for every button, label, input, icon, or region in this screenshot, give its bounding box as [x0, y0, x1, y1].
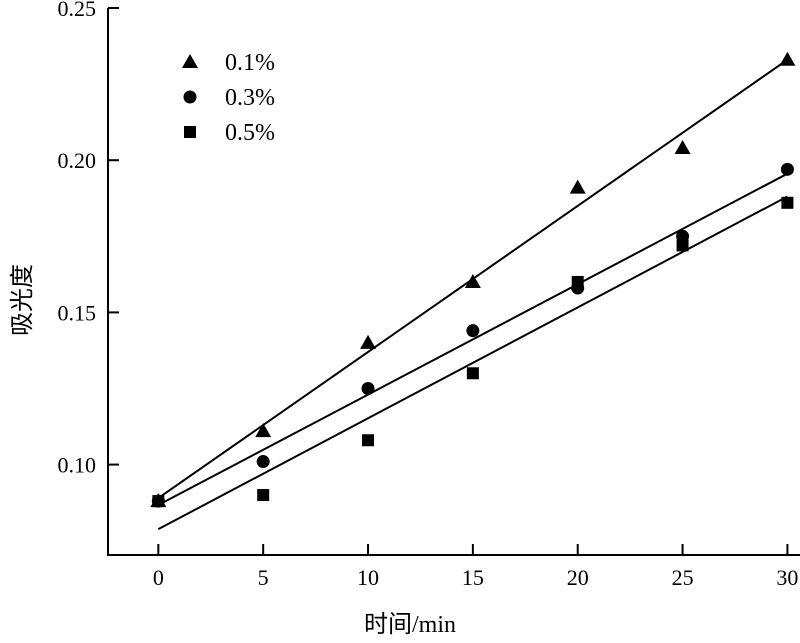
- x-tick-label: 5: [258, 565, 269, 590]
- legend-circle-icon: [183, 90, 197, 104]
- x-ticks: 0 5 10 15 20 25 30: [153, 544, 798, 590]
- square-point: [152, 495, 165, 508]
- x-tick-label: 25: [672, 565, 694, 590]
- data-points: [150, 51, 796, 508]
- square-point: [781, 196, 794, 209]
- circle-point: [780, 162, 794, 176]
- legend-triangle-icon: [182, 54, 198, 68]
- y-ticks: 0.10 0.15 0.20 0.25: [58, 0, 119, 478]
- circle-point: [466, 324, 480, 338]
- triangle-point: [569, 179, 586, 194]
- legend-label: 0.3%: [225, 85, 275, 111]
- legend: 0.1% 0.3% 0.5%: [182, 50, 275, 146]
- square-point: [571, 275, 584, 288]
- y-tick-label: 0.15: [58, 300, 97, 325]
- axes: [107, 8, 800, 556]
- square-point: [362, 434, 375, 447]
- y-axis-label: 吸光度: [9, 264, 36, 336]
- triangle-point: [779, 51, 796, 66]
- triangle-point: [674, 140, 691, 155]
- x-tick-label: 10: [357, 565, 379, 590]
- fit-line-square: [157, 195, 788, 531]
- square-point: [257, 489, 270, 502]
- triangle-point: [464, 273, 481, 288]
- fit-line-circle: [157, 172, 788, 506]
- square-point: [466, 367, 479, 380]
- x-tick-label: 15: [462, 565, 484, 590]
- circle-point: [361, 381, 375, 395]
- legend-label: 0.5%: [225, 120, 275, 146]
- x-axis-label: 时间/min: [364, 611, 456, 638]
- legend-label: 0.1%: [225, 50, 275, 76]
- x-tick-label: 30: [776, 565, 798, 590]
- triangle-point: [360, 334, 377, 349]
- y-tick-label: 0.20: [58, 148, 97, 173]
- x-tick-label: 0: [153, 565, 164, 590]
- circle-point: [256, 455, 270, 469]
- legend-square-icon: [184, 126, 196, 138]
- y-tick-label: 0.25: [58, 0, 97, 21]
- triangle-point: [255, 423, 272, 438]
- y-tick-label: 0.10: [58, 453, 97, 478]
- square-point: [676, 239, 689, 252]
- x-tick-label: 20: [567, 565, 589, 590]
